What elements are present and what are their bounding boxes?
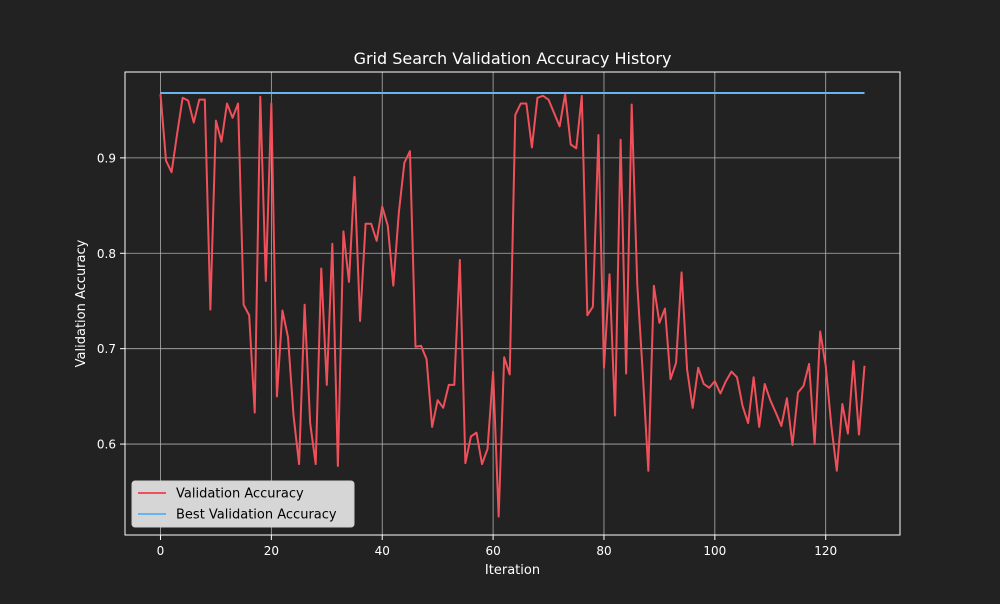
- legend-label: Best Validation Accuracy: [176, 508, 337, 523]
- y-tick-label: 0.9: [97, 151, 116, 165]
- y-tick-label: 0.7: [97, 342, 116, 356]
- y-tick-label: 0.8: [97, 247, 116, 261]
- y-tick-label: 0.6: [97, 438, 116, 452]
- y-axis-label: Validation Accuracy: [74, 239, 89, 367]
- legend: Validation Accuracy Best Validation Accur…: [131, 480, 355, 528]
- x-tick-label: 40: [375, 544, 390, 558]
- x-axis-label: Iteration: [485, 563, 540, 578]
- x-tick-label: 120: [814, 544, 837, 558]
- x-tick-label: 60: [485, 544, 500, 558]
- series-layer: [159, 91, 866, 518]
- legend-box: [131, 480, 355, 528]
- x-tick-label: 80: [596, 544, 611, 558]
- plot-frame: [124, 71, 901, 536]
- series-line-validation-accuracy: [159, 92, 866, 518]
- x-tick-label: 20: [264, 544, 279, 558]
- chart-title: Grid Search Validation Accuracy History: [354, 49, 672, 68]
- x-tick-label: 0: [157, 544, 165, 558]
- axis-ticks: 0 20 40 60 80 100 120 0.6 0.7 0.8 0.9: [97, 151, 837, 558]
- x-tick-label: 100: [703, 544, 726, 558]
- legend-label: Validation Accuracy: [176, 487, 304, 502]
